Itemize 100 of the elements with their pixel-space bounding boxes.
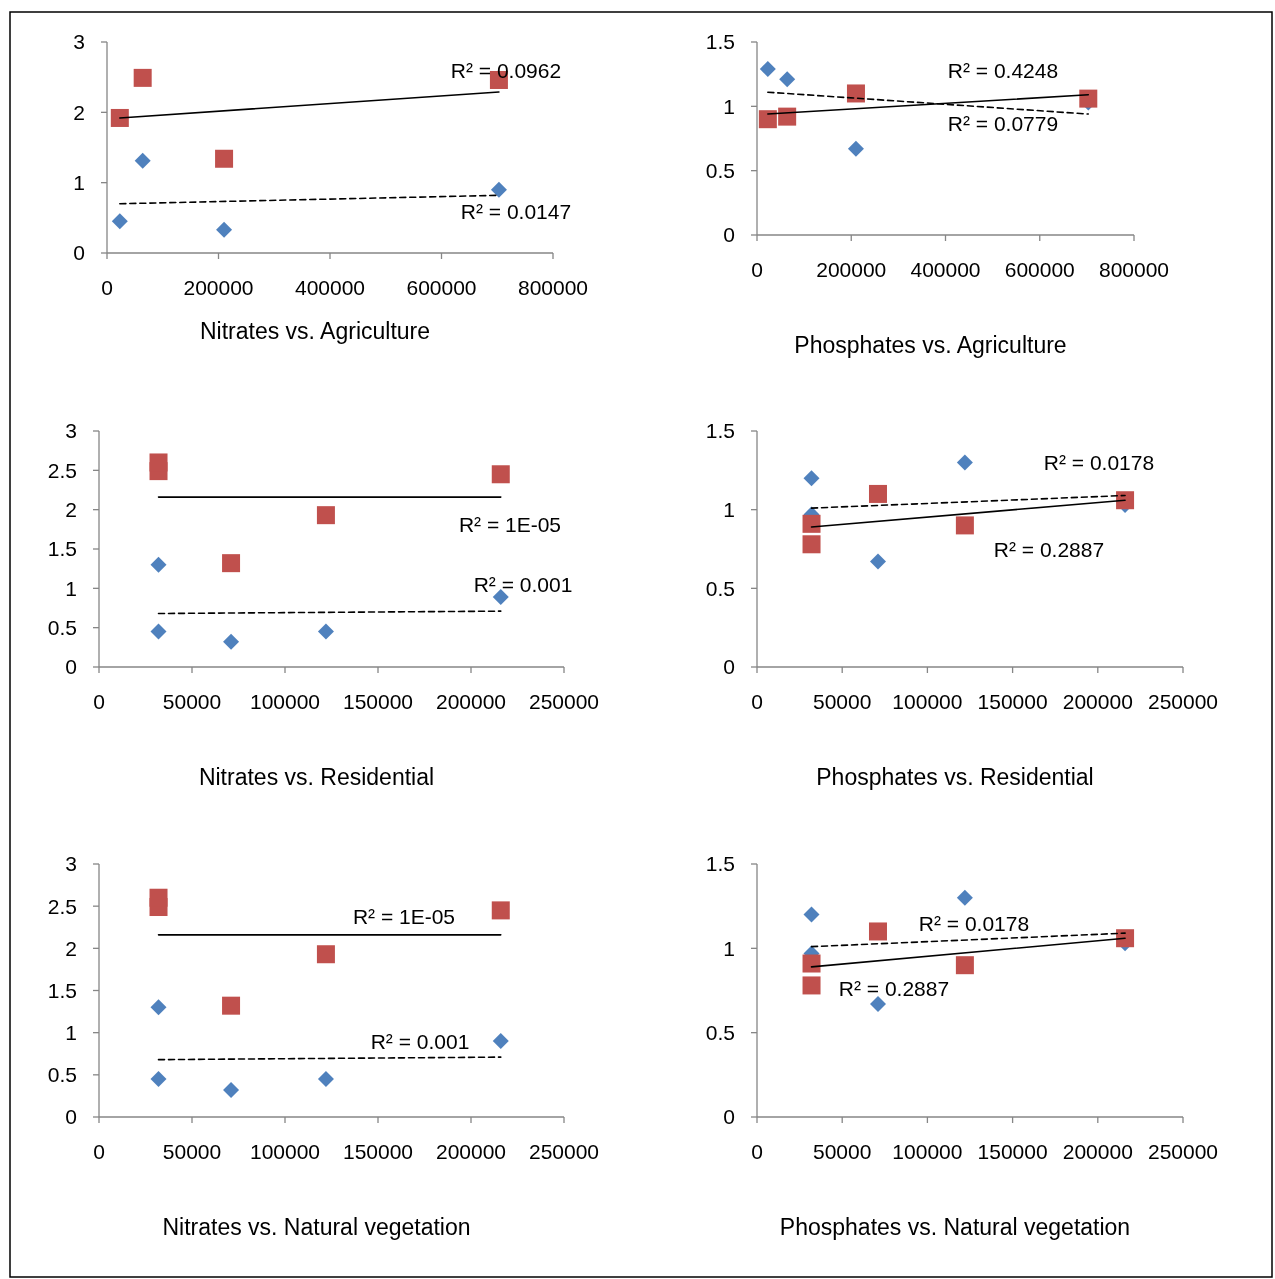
point (956, 454, 973, 471)
point (802, 535, 821, 554)
annotation: R² = 0.001 (370, 1030, 470, 1054)
x-tick-label: 150000 (342, 690, 414, 713)
y-tick-label: 0.5 (705, 576, 735, 600)
point (317, 1071, 334, 1088)
y-tick-label: 1 (73, 171, 85, 195)
annotation: R² = 0.0779 (947, 112, 1059, 136)
annotation: R² = 0.2887 (993, 538, 1105, 562)
x-tick-label: 600000 (1004, 258, 1075, 281)
y-tick-label: 2.5 (47, 458, 77, 482)
annotation: R² = 0.0147 (460, 200, 572, 224)
point (869, 995, 886, 1012)
x-tick-label: 0 (93, 1140, 105, 1163)
y-tick-label: 0 (65, 1105, 77, 1129)
y-tick-label: 1.5 (47, 537, 77, 561)
y-tick-label: 1 (723, 94, 735, 118)
y-tick-label: 1 (65, 1021, 77, 1045)
y-tick-label: 0.5 (47, 1063, 77, 1087)
x-tick-label: 150000 (342, 1140, 414, 1163)
point (490, 181, 507, 198)
text: Nitrates vs. Natural vegetation (162, 1214, 471, 1240)
point (491, 901, 510, 920)
x-tick-label: 50000 (813, 1140, 872, 1163)
annotation: R² = 0.0178 (918, 912, 1030, 936)
x-tick-label: 0 (101, 276, 113, 299)
text: Nitrates vs. Agriculture (199, 318, 431, 344)
point (491, 465, 510, 484)
x-tick-label: 150000 (977, 1140, 1048, 1163)
x-tick-label: 0 (751, 690, 763, 713)
x-tick-label: 250000 (528, 690, 600, 713)
x-tick-label: 600000 (406, 276, 477, 299)
y-tick-label: 2 (65, 498, 77, 522)
x-tick-label: 250000 (528, 1140, 600, 1163)
point (802, 976, 821, 995)
y-tick-label: 3 (65, 419, 77, 443)
y-tick-label: 1.5 (705, 852, 735, 876)
point (134, 152, 151, 169)
x-tick-label: 100000 (249, 690, 321, 713)
x-tick-label: 100000 (892, 1140, 963, 1163)
x-tick-label: 200000 (1062, 690, 1133, 713)
y-tick-label: 0 (723, 655, 735, 679)
x-tick-label: 800000 (517, 276, 589, 299)
x-tick-label: 200000 (183, 276, 254, 299)
point (846, 84, 865, 103)
y-tick-label: 2 (73, 100, 85, 124)
x-tick-label: 0 (93, 690, 105, 713)
y-tick-label: 1 (65, 576, 77, 600)
annotation: R² = 1E-05 (458, 513, 562, 537)
x-tick-label: 200000 (435, 690, 507, 713)
point (215, 149, 234, 168)
annotation: R² = 0.4248 (947, 59, 1059, 83)
annotation: R² = 0.0962 (450, 59, 562, 83)
x-tick-label: 400000 (910, 258, 981, 281)
x-tick-label: 100000 (892, 690, 963, 713)
point (758, 110, 777, 129)
point (803, 906, 820, 923)
y-tick-label: 0 (73, 241, 85, 265)
point (150, 556, 167, 573)
point (802, 514, 821, 533)
y-tick-label: 1.5 (47, 978, 77, 1002)
y-tick-label: 0.5 (705, 1021, 735, 1045)
point (110, 108, 129, 127)
point (847, 140, 864, 157)
annotation: R² = 0.001 (473, 573, 573, 597)
x-tick-label: 0 (751, 1140, 763, 1163)
x-tick-label: 150000 (977, 690, 1048, 713)
y-tick-label: 3 (65, 852, 77, 876)
x-tick-label: 200000 (816, 258, 887, 281)
y-tick-label: 1 (723, 936, 735, 960)
x-tick-label: 250000 (1147, 1140, 1219, 1163)
annotation: R² = 0.0178 (1043, 451, 1155, 475)
point (133, 68, 152, 87)
x-tick-label: 200000 (1062, 1140, 1133, 1163)
x-tick-label: 250000 (1147, 690, 1219, 713)
x-tick-label: 800000 (1098, 258, 1170, 281)
point (868, 484, 887, 503)
point (149, 888, 168, 907)
point (955, 956, 974, 975)
x-tick-label: 100000 (249, 1140, 321, 1163)
point (111, 213, 128, 230)
y-tick-label: 2.5 (47, 894, 77, 918)
point (1079, 89, 1098, 108)
y-tick-label: 1.5 (705, 419, 735, 443)
x-tick-label: 0 (751, 258, 763, 281)
point (150, 1071, 167, 1088)
point (492, 1033, 509, 1050)
point (222, 554, 241, 573)
x-tick-label: 50000 (162, 690, 222, 713)
y-tick-label: 1 (723, 498, 735, 522)
point (317, 623, 334, 640)
point (803, 470, 820, 487)
point (150, 999, 167, 1016)
y-tick-label: 3 (73, 30, 85, 54)
point (956, 889, 973, 906)
point (149, 453, 168, 472)
y-tick-label: 0 (723, 223, 735, 247)
text: Nitrates vs. Residential (198, 764, 435, 790)
y-tick-label: 0 (723, 1105, 735, 1129)
point (316, 506, 335, 525)
